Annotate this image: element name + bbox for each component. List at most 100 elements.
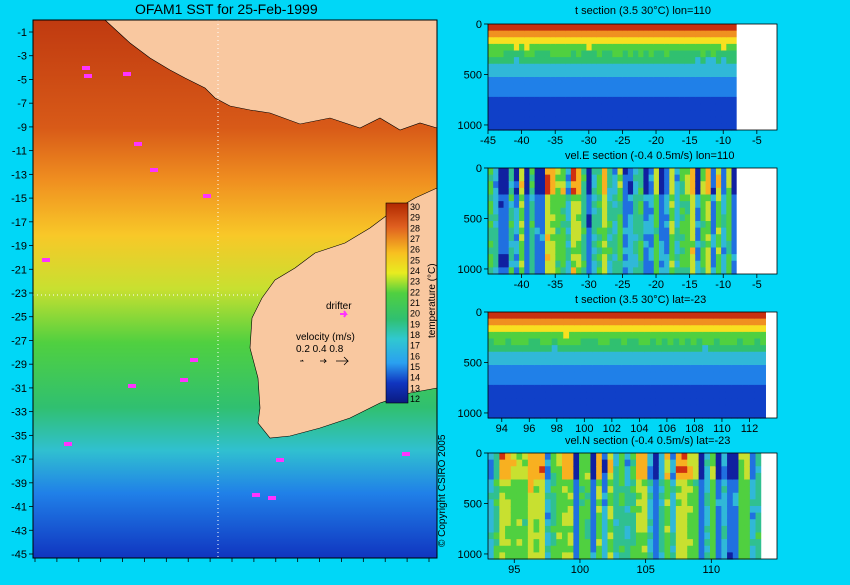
section-cell <box>669 83 676 91</box>
section-cell <box>696 338 703 346</box>
section-cell <box>534 57 541 65</box>
section-cell <box>498 63 505 71</box>
section-cell <box>670 506 677 514</box>
section-cell <box>560 267 567 275</box>
section-cell <box>529 234 536 242</box>
section-cell <box>591 90 598 98</box>
section-cell <box>692 453 700 461</box>
section-cell <box>505 384 512 393</box>
section-cell <box>684 267 691 275</box>
section-cell <box>679 24 686 32</box>
section-cell <box>725 312 732 320</box>
section-cell <box>539 37 546 45</box>
section-cell <box>705 57 712 65</box>
section-cell <box>653 492 660 500</box>
section-cell <box>633 110 639 118</box>
section-cell <box>643 37 650 45</box>
section-cell <box>690 110 696 118</box>
section-cell <box>513 240 520 249</box>
section-cell <box>513 194 520 202</box>
section-cell <box>503 207 510 215</box>
section-cell <box>510 539 518 547</box>
section-cell <box>516 459 523 467</box>
section-y-tick-label: 1000 <box>458 120 482 132</box>
section-cell <box>667 351 674 359</box>
section-cell <box>516 472 523 481</box>
section-cell <box>519 194 525 202</box>
section-cell <box>519 247 525 255</box>
section-cell <box>679 391 686 399</box>
section-cell <box>748 338 756 346</box>
section-cell <box>687 532 694 540</box>
section-cell <box>555 267 562 275</box>
section-y-tick-label: 500 <box>464 498 482 510</box>
section-cell <box>627 371 634 379</box>
colorbar-tick-label: 26 <box>410 245 420 255</box>
copyright: © Copyright CSIRO 2005 <box>437 434 448 547</box>
section-cell <box>710 466 717 474</box>
section-cell <box>498 30 505 38</box>
section-cell <box>545 345 553 353</box>
section-cell <box>516 466 523 474</box>
section-cell <box>581 240 588 249</box>
section-cell <box>627 201 634 209</box>
section-cell <box>590 499 597 507</box>
section-cell <box>596 519 603 527</box>
section-cell <box>563 411 570 419</box>
section-cell <box>556 499 563 507</box>
section-cell <box>690 312 698 320</box>
section-cell <box>555 207 562 215</box>
section-cell <box>570 234 577 242</box>
section-cell <box>622 123 629 131</box>
section-cell <box>615 312 622 320</box>
section-cell <box>721 70 727 78</box>
section-cell <box>522 519 529 527</box>
section-cell <box>627 43 634 52</box>
section-cell <box>731 70 738 78</box>
section-cell <box>690 214 696 222</box>
section-cell <box>702 378 709 386</box>
section-cell <box>596 221 603 229</box>
section-cell <box>737 325 744 333</box>
section-cell <box>715 110 722 118</box>
section-cell <box>673 338 680 346</box>
section-cell <box>704 506 711 514</box>
section-cell <box>670 459 677 467</box>
map-y-ticks: -1-3-5-7-9-11-13-15-17-19-21-23-25-27-29… <box>11 27 33 561</box>
section-cell <box>721 103 727 111</box>
section-cell <box>534 384 541 393</box>
section-cell <box>726 201 733 209</box>
section-cell <box>731 371 738 379</box>
drifter-mark <box>42 258 50 262</box>
section-cell <box>607 43 613 52</box>
section-cell <box>738 459 745 467</box>
section-cell <box>696 345 703 353</box>
section-cell <box>510 459 518 467</box>
section-cell <box>539 214 546 222</box>
section-cell <box>488 123 494 131</box>
section-cell <box>550 181 556 189</box>
section-cell <box>641 499 648 507</box>
section-cell <box>633 207 639 215</box>
section-cell <box>581 70 588 78</box>
section-cell <box>596 110 603 118</box>
colorbar-tick-label: 30 <box>410 202 420 212</box>
section-cell <box>719 384 727 393</box>
section-cell <box>658 466 666 474</box>
section-cell <box>488 391 495 399</box>
section-cell <box>638 254 645 262</box>
section-cell <box>534 181 541 189</box>
section-cell <box>570 207 577 215</box>
section-cell <box>534 43 541 52</box>
section-cell <box>519 207 525 215</box>
section-cell <box>658 492 666 500</box>
section-cell <box>721 459 728 467</box>
section-cell <box>670 552 677 560</box>
section-cell <box>655 365 663 373</box>
section-cell <box>567 459 574 467</box>
section-cell <box>493 345 501 353</box>
section-cell <box>493 234 499 242</box>
section-cell <box>731 37 738 45</box>
section-cell <box>632 345 640 353</box>
section-cell <box>569 398 576 406</box>
